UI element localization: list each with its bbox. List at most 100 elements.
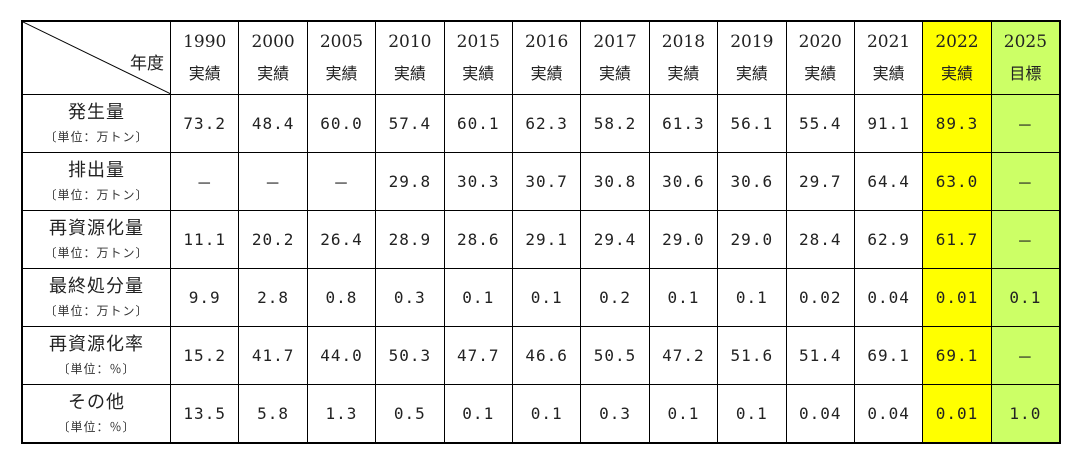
row-header: 発生量〔単位：万トン〕 <box>22 94 171 153</box>
corner-cell: 年度 <box>22 21 171 95</box>
column-status: 目標 <box>1009 64 1042 83</box>
column-year: 2018 <box>661 32 706 52</box>
row-header: その他 〔単位：％〕 <box>22 384 171 443</box>
column-header-2025: 2025 目標 <box>990 21 1061 95</box>
table-cell: 62.3 <box>511 94 582 153</box>
table-cell: 58.2 <box>580 94 650 153</box>
row-unit: 〔単位：万トン〕 <box>44 129 149 144</box>
table-cell: 29.8 <box>375 152 445 211</box>
table-cell: 61.3 <box>648 94 719 153</box>
table-cell: 0.1 <box>717 268 787 327</box>
table-cell: 44.0 <box>306 326 377 385</box>
table-cell: 0.04 <box>853 268 924 327</box>
column-header-2005: 2005 実績 <box>306 21 377 95</box>
column-status: 実績 <box>462 64 495 83</box>
column-status: 実績 <box>872 64 905 83</box>
header-row: 年度 1990 実績 2000 実績 2005 実績 2010 実績 2015 実績 2016 実績 2… <box>22 21 1061 95</box>
table-cell: 0.04 <box>785 384 855 443</box>
row-unit: 〔単位：万トン〕 <box>44 245 149 260</box>
column-year: 2025 <box>1003 32 1048 52</box>
column-status: 実績 <box>940 64 973 83</box>
table-cell: 73.2 <box>169 94 240 153</box>
table-cell: 1.0 <box>990 384 1061 443</box>
row-unit: 〔単位：万トン〕 <box>44 303 149 318</box>
table-cell: － <box>306 152 377 211</box>
column-status: 実績 <box>804 64 837 83</box>
table-cell: 29.7 <box>785 152 855 211</box>
row-label: 排出量 <box>68 159 125 181</box>
table-cell: 9.9 <box>169 268 240 327</box>
table-cell: 69.1 <box>922 326 992 385</box>
table-row: 最終処分量 〔単位：万トン〕 9.9 2.8 0.8 0.3 0.1 0.1 0.2 0.1 0.1… <box>22 268 1061 327</box>
table-cell: 0.3 <box>375 268 445 327</box>
table-cell: 28.6 <box>443 210 513 269</box>
row-label: 再資源化量 <box>49 217 144 239</box>
column-year: 2005 <box>319 32 364 52</box>
table-cell: 89.3 <box>922 94 992 153</box>
row-unit: 〔単位：％〕 <box>57 419 136 434</box>
table-cell: 51.4 <box>785 326 855 385</box>
table-cell: 47.7 <box>443 326 513 385</box>
column-year: 2010 <box>388 32 432 52</box>
row-unit: 〔単位：万トン〕 <box>44 187 149 202</box>
column-year: 2022 <box>935 32 979 52</box>
table-cell: 0.01 <box>922 268 992 327</box>
table-row: 再資源化量 〔単位：万トン〕 11.1 20.2 26.4 28.9 28.6 29.1 29.… <box>22 210 1061 269</box>
table-cell: 30.7 <box>511 152 582 211</box>
table-cell: 48.4 <box>238 94 308 153</box>
table-cell: 26.4 <box>306 210 377 269</box>
column-year: 1990 <box>183 32 227 52</box>
table-cell: 30.6 <box>717 152 787 211</box>
table-cell: 2.8 <box>238 268 308 327</box>
column-status: 実績 <box>325 64 358 83</box>
column-header-2022: 2022 実績 <box>922 21 992 95</box>
table-cell: 60.1 <box>443 94 513 153</box>
table-cell: 0.1 <box>717 384 787 443</box>
table-cell: 15.2 <box>169 326 240 385</box>
table-cell: 0.01 <box>922 384 992 443</box>
row-header: 再資源化率 〔単位：％〕 <box>22 326 171 385</box>
table-cell: 29.4 <box>580 210 650 269</box>
table-cell: 0.5 <box>375 384 445 443</box>
table-cell: 28.9 <box>375 210 445 269</box>
table-cell: 47.2 <box>648 326 719 385</box>
table-cell: 0.1 <box>648 268 719 327</box>
table-cell: 30.8 <box>580 152 650 211</box>
table-cell: 0.1 <box>990 268 1061 327</box>
table-cell: 1.3 <box>306 384 377 443</box>
column-year: 2020 <box>798 32 842 52</box>
column-status: 実績 <box>667 64 700 83</box>
column-year: 2017 <box>593 32 637 52</box>
column-status: 実績 <box>599 64 632 83</box>
table-cell: － <box>990 326 1061 385</box>
table-cell: 0.1 <box>648 384 719 443</box>
column-header-1990: 1990 実績 <box>169 21 240 95</box>
column-header-2020: 2020 実績 <box>785 21 855 95</box>
column-year: 2016 <box>525 32 569 52</box>
table-cell: 91.1 <box>853 94 924 153</box>
table-cell: 56.1 <box>717 94 787 153</box>
table-cell: 0.2 <box>580 268 650 327</box>
table-cell: 30.6 <box>648 152 719 211</box>
table-cell: 5.8 <box>238 384 308 443</box>
column-header-2015: 2015 実績 <box>443 21 513 95</box>
table-cell: － <box>990 94 1061 153</box>
table-row: その他 〔単位：％〕 13.5 5.8 1.3 0.5 0.1 0.1 0.3 0.1 0.1 0.0… <box>22 384 1061 443</box>
column-header-2017: 2017 実績 <box>580 21 650 95</box>
row-header: 再資源化量〔単位：万トン〕 <box>22 210 171 269</box>
table-cell: 46.6 <box>511 326 582 385</box>
table-cell: 63.0 <box>922 152 992 211</box>
row-header: 排出量〔単位：万トン〕 <box>22 152 171 211</box>
table-cell: 0.1 <box>511 384 582 443</box>
table-cell: 64.4 <box>853 152 924 211</box>
table-cell: 62.9 <box>853 210 924 269</box>
table-cell: 0.1 <box>443 384 513 443</box>
row-label: 発生量 <box>68 101 125 123</box>
table-cell: － <box>238 152 308 211</box>
table-cell: － <box>990 210 1061 269</box>
table-cell: 60.0 <box>306 94 377 153</box>
column-status: 実績 <box>735 64 768 83</box>
table-row: 発生量 〔単位：万トン〕 73.2 48.4 60.0 57.4 60.1 62.3 58.2 6… <box>22 94 1061 153</box>
table-cell: 50.3 <box>375 326 445 385</box>
row-label: 再資源化率 <box>49 333 144 355</box>
